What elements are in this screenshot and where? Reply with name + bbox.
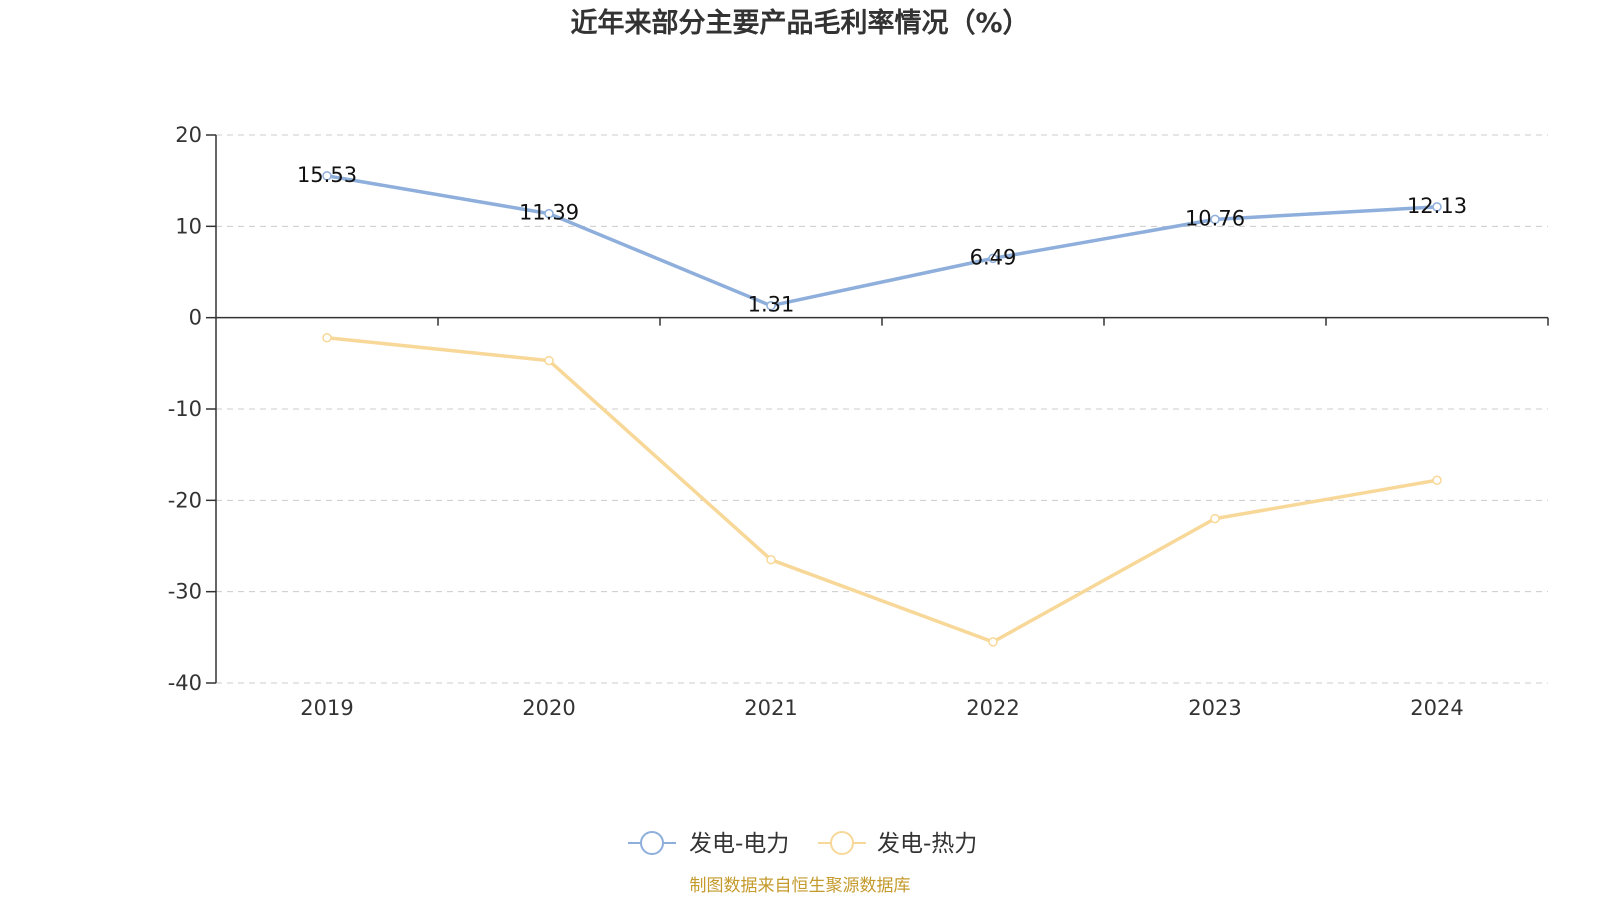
grid	[216, 134, 1548, 684]
data-point[interactable]	[322, 171, 332, 181]
y-tick-label: 20	[175, 123, 202, 147]
data-point[interactable]	[766, 300, 776, 311]
data-point[interactable]	[1210, 214, 1220, 225]
data-point[interactable]	[1210, 513, 1220, 524]
data-point[interactable]	[988, 637, 998, 647]
x-tick-label: 2022	[966, 696, 1019, 720]
legend[interactable]: 发电-电力 发电-热力	[628, 831, 977, 857]
x-tick-label: 2019	[300, 696, 353, 720]
x-tick-label: 2023	[1188, 696, 1241, 720]
data-point[interactable]	[322, 333, 332, 343]
data-point[interactable]	[766, 554, 776, 565]
data-point[interactable]	[1432, 202, 1442, 212]
data-point[interactable]	[1432, 475, 1442, 485]
series-layer	[322, 171, 1442, 647]
legend-circle-icon	[830, 831, 854, 855]
data-point[interactable]	[988, 253, 998, 264]
data-label: 10.76	[1185, 206, 1245, 230]
y-tick-label: -20	[168, 488, 202, 512]
x-tick-label: 2020	[522, 696, 575, 720]
data-label: 15.53	[297, 163, 357, 187]
chart-title: 近年来部分主要产品毛利率情况（%）	[570, 7, 1029, 39]
y-tick-label: -40	[168, 671, 202, 695]
data-point[interactable]	[544, 355, 554, 366]
data-label: 1.31	[748, 293, 795, 317]
y-tick-label: -10	[168, 397, 202, 421]
legend-circle-icon	[640, 831, 664, 855]
axes: 20 10 0 -10 -20 -30 -40 2019 2020 2021 2022 2023 202…	[168, 123, 1549, 720]
x-tick-label: 2021	[744, 696, 797, 720]
y-tick-label: -30	[168, 580, 202, 604]
data-label: 12.13	[1407, 194, 1467, 218]
series-line	[325, 174, 1439, 308]
x-tick-label: 2024	[1410, 696, 1463, 720]
series-line	[325, 336, 1439, 644]
data-label: 6.49	[970, 245, 1017, 269]
y-tick-label: 0	[189, 306, 202, 330]
data-labels: 15.53 11.39 1.31 6.49 10.76 12.13	[297, 163, 1467, 317]
legend-item[interactable]: 发电-电力	[628, 831, 789, 857]
source-note: 制图数据来自恒生聚源数据库	[690, 876, 911, 896]
legend-item[interactable]: 发电-热力	[818, 831, 977, 857]
legend-label: 发电-电力	[689, 831, 789, 857]
legend-label: 发电-热力	[877, 831, 977, 857]
data-point[interactable]	[544, 208, 554, 219]
data-label: 11.39	[519, 201, 579, 225]
y-tick-label: 10	[175, 214, 202, 238]
